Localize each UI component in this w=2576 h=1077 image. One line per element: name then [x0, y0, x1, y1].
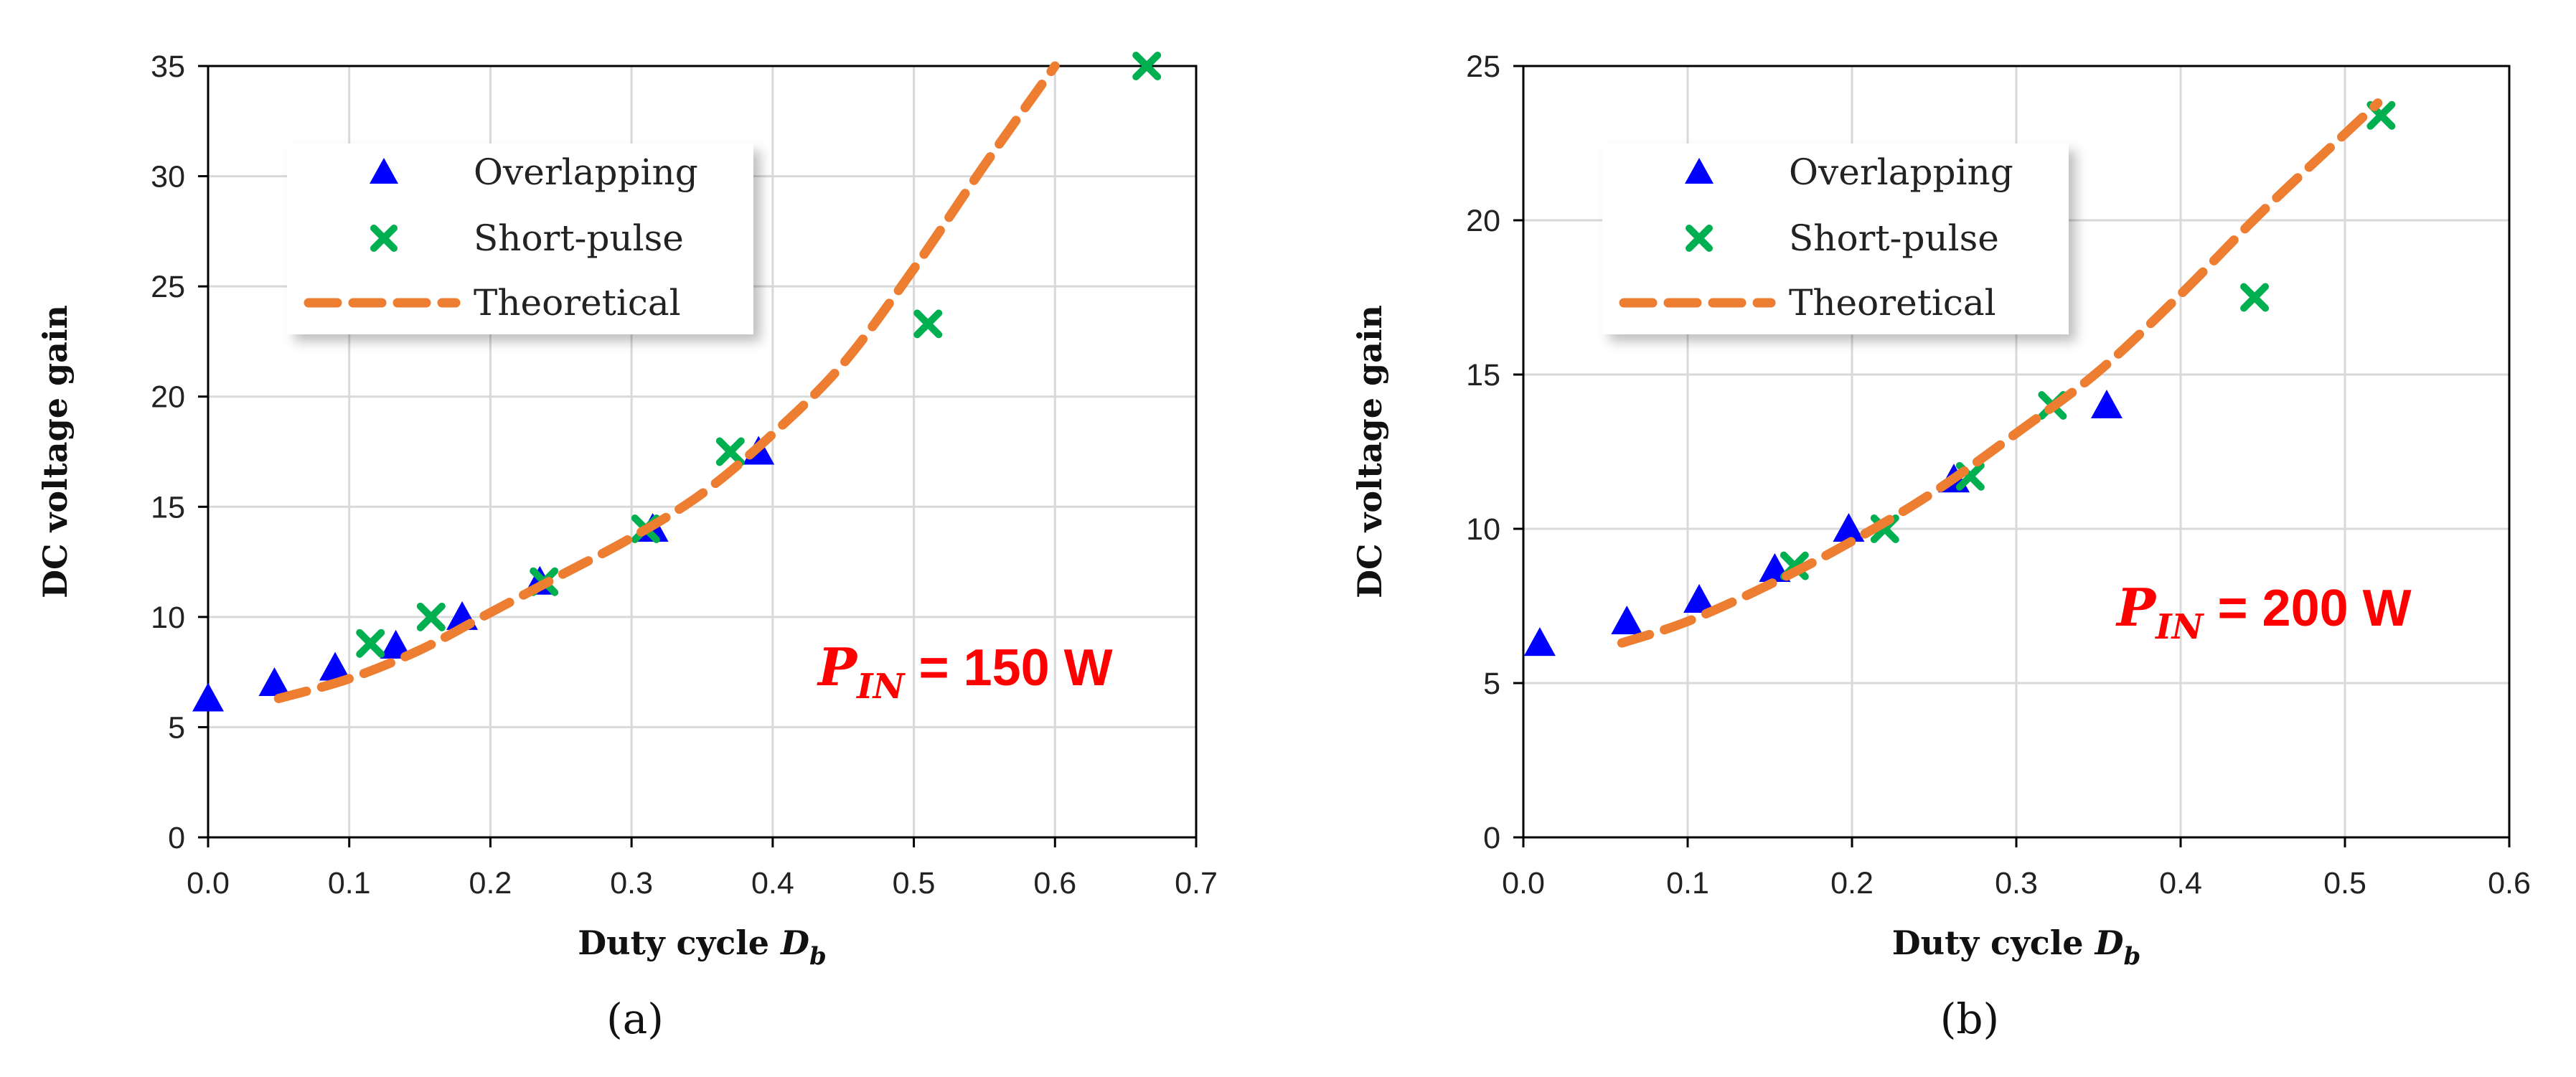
y-tick-label: 25 [1466, 50, 1500, 84]
power-annotation: PIN = 150 W [817, 636, 1113, 707]
overlapping-point [1611, 606, 1643, 635]
y-tick-label: 0 [168, 821, 185, 855]
x-tick-label: 0.6 [1033, 866, 1076, 900]
annotation-value: = 150 W [904, 639, 1112, 697]
legend: Overlapping Short-pulse Theoretical [287, 144, 753, 334]
annotation-subscript: IN [855, 667, 906, 707]
legend-triangle-icon [1685, 158, 1714, 184]
overlapping-point [380, 629, 412, 659]
x-tick-label: 0.2 [1830, 866, 1874, 900]
overlapping-point [1833, 513, 1865, 542]
y-tick-label: 20 [151, 380, 185, 415]
x-tick-label: 0.0 [1502, 866, 1545, 900]
y-tick-label: 5 [1483, 667, 1500, 701]
legend-label: Theoretical [1789, 282, 1996, 324]
y-tick-label: 35 [151, 50, 185, 84]
x-tick-label: 0.4 [2159, 866, 2202, 900]
overlapping-point [319, 652, 352, 681]
x-tick-label: 0.4 [751, 866, 794, 900]
short-pulse-point [416, 602, 446, 631]
annotation-symbol: P [2115, 577, 2157, 638]
y-axis-label: DC voltage gain [36, 305, 75, 598]
theoretical-curve [273, 61, 1060, 703]
legend-label: Theoretical [474, 282, 681, 324]
chart-panel-b: 0.0 0.1 0.2 0.3 0.4 0.5 0.6 0 5 10 15 20 25 Duty cycl… [1350, 50, 2531, 1043]
legend-x-icon [370, 225, 398, 252]
annotation-subscript: IN [2154, 607, 2204, 647]
x-axis-label-text: Duty cycle [578, 923, 769, 962]
chart-panel-a: 0.0 0.1 0.2 0.3 0.4 0.5 0.6 0.7 0 5 10 15 20 25 30 35 Du… [36, 50, 1218, 1043]
y-tick-label: 30 [151, 160, 185, 194]
annotation-symbol: P [817, 636, 858, 697]
y-tick-label: 5 [168, 710, 185, 745]
overlapping-point [1683, 583, 1716, 613]
x-tick-label: 0.5 [893, 866, 936, 900]
legend-label: Overlapping [474, 151, 698, 193]
legend-label: Overlapping [1789, 151, 2013, 193]
y-tick-label: 15 [151, 490, 185, 525]
x-tick-label: 0.1 [328, 866, 371, 900]
x-tick-label: 0.2 [469, 866, 512, 900]
short-pulse-point [715, 437, 745, 466]
legend-label: Short-pulse [474, 217, 684, 259]
y-axis-label: DC voltage gain [1350, 305, 1389, 598]
power-annotation: PIN = 200 W [2115, 577, 2412, 647]
short-pulse-point [2240, 283, 2270, 312]
short-pulse-point [913, 309, 943, 339]
x-axis-label-text: Duty cycle [1892, 923, 2084, 962]
x-axis-label-subscript: b [2123, 942, 2140, 971]
x-axis-label-symbol: D [779, 923, 809, 962]
x-axis-label: Duty cycle Db [1892, 923, 2141, 971]
legend-x-icon [1686, 225, 1713, 252]
y-tick-label: 10 [1466, 512, 1500, 547]
short-pulse-point [356, 629, 385, 658]
x-axis-label-space [769, 923, 781, 962]
x-axis-label-symbol: D [2094, 923, 2124, 962]
annotation-value: = 200 W [2203, 580, 2411, 637]
overlapping-point [258, 667, 291, 697]
legend-triangle-icon [370, 158, 398, 184]
overlapping-point [192, 682, 224, 712]
overlapping-point [1523, 627, 1556, 657]
overlapping-point [2090, 390, 2123, 419]
x-axis-label: Duty cycle Db [578, 923, 827, 971]
x-tick-label: 0.6 [2488, 866, 2531, 900]
y-tick-label: 15 [1466, 358, 1500, 392]
x-tick-label: 0.5 [2323, 866, 2366, 900]
x-tick-label: 0.7 [1175, 866, 1218, 900]
y-tick-label: 10 [151, 601, 185, 635]
y-tick-label: 20 [1466, 204, 1500, 238]
y-tick-label: 0 [1483, 821, 1500, 855]
theoretical-curve [1617, 98, 2383, 648]
x-tick-label: 0.3 [610, 866, 653, 900]
legend: Overlapping Short-pulse Theoretical [1602, 144, 2069, 334]
y-tick-label: 25 [151, 270, 185, 304]
x-tick-label: 0.1 [1666, 866, 1709, 900]
plot-frame [207, 65, 1198, 839]
short-pulse-point [1132, 52, 1162, 80]
x-tick-label: 0.3 [1995, 866, 2038, 900]
x-tick-label: 0.0 [187, 866, 230, 900]
x-axis-label-subscript: b [809, 942, 827, 971]
legend-label: Short-pulse [1789, 217, 1999, 259]
chart-caption: (b) [1940, 994, 1999, 1043]
chart-caption: (a) [606, 994, 664, 1043]
x-axis-label-space [2084, 923, 2095, 962]
